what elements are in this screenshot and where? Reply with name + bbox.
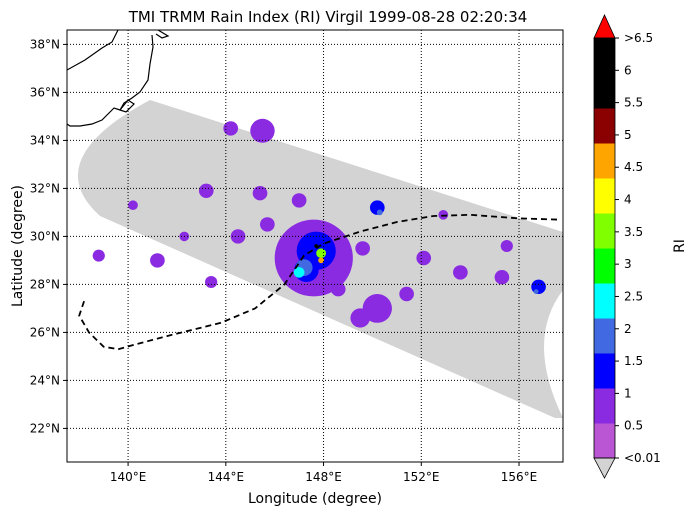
colorbar-tick-label: 0.5 [624, 419, 643, 433]
colorbar-over-arrow [593, 14, 616, 39]
y-tick-label: 38°N [30, 37, 60, 51]
colorbar-tick-label: <0.01 [624, 451, 661, 465]
rain-cell [362, 294, 392, 323]
colorbar-tick-label: 4.5 [624, 160, 643, 174]
y-tick-label: 36°N [30, 85, 60, 99]
x-axis-ticks: 140°E 144°E 148°E 152°E 156°E [110, 462, 537, 484]
colorbar-segment [594, 143, 615, 179]
rain-cell [252, 186, 268, 201]
rain-cell [250, 118, 275, 143]
colorbar-segment [594, 248, 615, 284]
graticule [67, 30, 563, 462]
colorbar: <0.01 0.5 1 1.5 2 2.5 3 3.5 4 4.5 5 5.5 6 >6.5 [593, 14, 661, 479]
colorbar-tick-label: 5 [624, 128, 632, 142]
colorbar-tick-label: 2 [624, 322, 632, 336]
rain-cell [128, 200, 138, 210]
rain-cell [330, 282, 346, 297]
colorbar-tick-label: 2.5 [624, 289, 643, 303]
colorbar-segment [594, 388, 615, 424]
y-tick-label: 24°N [30, 373, 60, 387]
rain-cell [205, 276, 218, 288]
colorbar-under-arrow [593, 457, 616, 479]
x-axis-label: Longitude (degree) [248, 491, 382, 507]
colorbar-tick-label: 5.5 [624, 96, 643, 110]
colorbar-tick-label: 1 [624, 386, 632, 400]
rain-cell [260, 217, 275, 232]
x-tick-label: 148°E [305, 470, 342, 484]
rain-cell [416, 250, 432, 266]
colorbar-segment [594, 283, 615, 319]
rain-cell [500, 240, 513, 252]
storm-track [78, 213, 559, 351]
colorbar-frame [593, 37, 616, 459]
plot-frame [66, 29, 564, 463]
colorbar-tick-label: 4 [624, 193, 632, 207]
y-tick-label: 26°N [30, 325, 60, 339]
colorbar-segment [594, 108, 615, 144]
colorbar-tick-label: 1.5 [624, 354, 643, 368]
y-tick-label: 32°N [30, 181, 60, 195]
map-plot-area [67, 30, 563, 462]
rain-cell [350, 308, 370, 328]
rain-cell [293, 267, 305, 278]
colorbar-segment [594, 38, 615, 74]
y-tick-label: 22°N [30, 421, 60, 435]
rain-cell [150, 253, 165, 268]
rain-cells-layer [92, 118, 546, 328]
colorbar-tick-label: 3.5 [624, 225, 643, 239]
rain-cell [533, 289, 539, 294]
x-tick-label: 144°E [208, 470, 245, 484]
colorbar-tick-label: 6 [624, 63, 632, 77]
x-tick-label: 140°E [110, 470, 147, 484]
rain-cell [198, 183, 214, 198]
x-tick-label: 152°E [403, 470, 440, 484]
rain-cell [223, 121, 239, 136]
colorbar-segment [594, 423, 615, 459]
rain-cell [376, 209, 383, 216]
y-axis-label: Latitude (degree) [10, 185, 26, 307]
coastline-layer [67, 30, 170, 127]
colorbar-segment [594, 318, 615, 354]
y-axis-ticks: 22°N 24°N 26°N 28°N 30°N 32°N 34°N 36°N 38°N [30, 37, 67, 435]
colorbar-segment [594, 353, 615, 389]
rain-cell [92, 249, 105, 262]
colorbar-segment [594, 73, 615, 109]
chart-title: TMI TRMM Rain Index (RI) Virgil 1999-08-… [128, 8, 528, 26]
colorbar-label: RI [672, 239, 688, 253]
rain-cell [531, 279, 546, 294]
colorbar-segment [594, 213, 615, 249]
y-tick-label: 30°N [30, 229, 60, 243]
rain-cell [399, 286, 414, 302]
rain-cell [316, 248, 326, 258]
colorbar-segment [594, 178, 615, 214]
rain-cell [453, 265, 468, 280]
x-tick-label: 156°E [501, 470, 538, 484]
coastline-boso [119, 99, 135, 113]
colorbar-tick-label: >6.5 [624, 31, 653, 45]
rain-cell [355, 241, 370, 256]
rain-cell [318, 257, 325, 264]
rain-cell [291, 193, 307, 208]
y-tick-label: 34°N [30, 133, 60, 147]
rain-cell [494, 270, 510, 285]
colorbar-tick-label: 3 [624, 257, 632, 271]
y-tick-label: 28°N [30, 277, 60, 291]
